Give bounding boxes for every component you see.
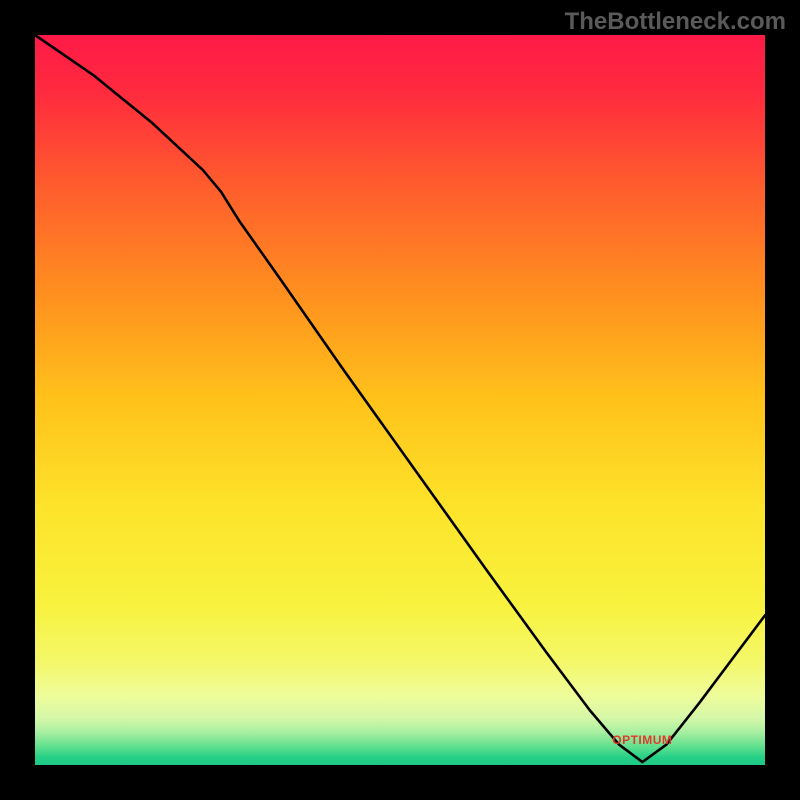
plot-gradient-background <box>35 35 765 765</box>
watermark-text: TheBottleneck.com <box>565 8 786 36</box>
bottleneck-chart: OPTIMUM <box>0 0 800 800</box>
optimum-label: OPTIMUM <box>612 733 672 747</box>
